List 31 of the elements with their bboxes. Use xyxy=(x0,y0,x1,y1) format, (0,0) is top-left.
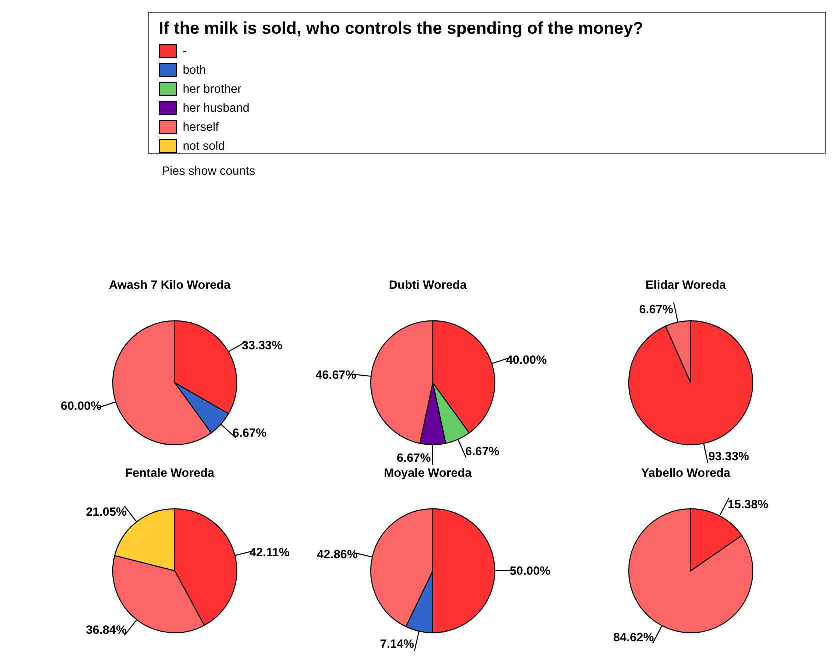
category-label: - xyxy=(183,44,187,58)
data-label: 42.86% xyxy=(317,547,358,562)
category-label: not sold xyxy=(183,138,226,152)
category-label: both xyxy=(183,62,206,76)
text: Pies show counts xyxy=(162,164,256,178)
category-label: her brother xyxy=(183,82,242,96)
chart-title: Moyale Woreda xyxy=(383,466,473,480)
chart-title: Yabello Woreda xyxy=(640,466,732,480)
data-label: 33.33% xyxy=(242,338,283,352)
data-label: 6.67% xyxy=(639,302,674,317)
chart-title: Awash 7 Kilo Woreda xyxy=(108,278,232,292)
text: If the milk is sold, who controls the spending of the money? xyxy=(159,19,645,39)
category-label: her husband xyxy=(183,100,250,114)
data-label: 40.00% xyxy=(506,352,548,367)
data-label: 6.67% xyxy=(232,426,268,440)
data-label: 6.67% xyxy=(396,451,432,465)
data-label: 15.38% xyxy=(728,498,769,512)
data-label: 93.33% xyxy=(708,449,750,464)
chart-title: Fentale Woreda xyxy=(124,466,216,480)
data-label: 21.05% xyxy=(86,504,128,519)
data-label: 7.14% xyxy=(380,637,415,652)
chart-title: Elidar Woreda xyxy=(644,278,728,292)
data-label: 84.62% xyxy=(613,630,654,644)
chart-title: Dubti Woreda xyxy=(388,278,468,292)
data-label: 36.84% xyxy=(86,623,128,638)
data-label: 46.67% xyxy=(316,368,357,382)
data-label: 6.67% xyxy=(466,444,500,459)
data-label: 50.00% xyxy=(510,564,552,578)
data-label: 60.00% xyxy=(60,399,102,414)
category-label: herself xyxy=(183,120,220,134)
data-label: 42.11% xyxy=(250,546,290,560)
